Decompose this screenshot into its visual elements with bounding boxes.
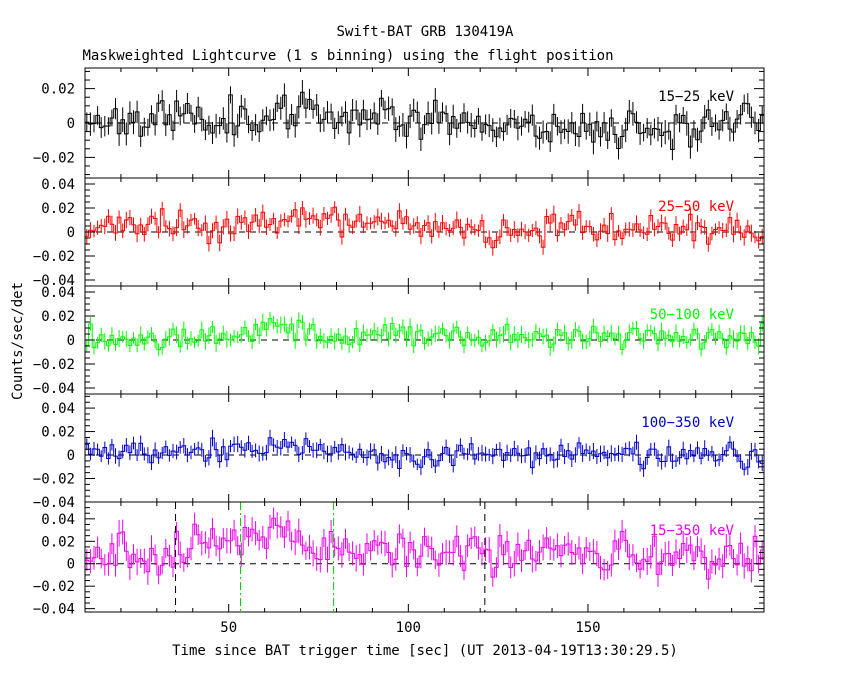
- energy-band-label: 50−100 keV: [650, 307, 735, 323]
- y-tick-label: −0.04: [33, 602, 75, 618]
- y-tick-label: 0.04: [41, 177, 75, 193]
- series-step-line: [85, 206, 764, 249]
- y-tick-label: 0: [67, 333, 75, 349]
- series-step-line: [85, 437, 764, 470]
- y-tick-label: 0.02: [41, 309, 75, 325]
- y-tick-label: 0.02: [41, 82, 75, 98]
- y-tick-label: 0.02: [41, 425, 75, 441]
- y-tick-label: 0: [67, 116, 75, 132]
- x-tick-label: 50: [220, 620, 237, 636]
- y-tick-label: −0.04: [33, 495, 75, 511]
- x-tick-label: 150: [575, 620, 600, 636]
- series-step-line: [85, 517, 764, 580]
- panel-frame: [84, 393, 765, 503]
- y-axis-label: Counts/sec/det: [10, 282, 26, 400]
- error-bars: [86, 507, 763, 590]
- y-tick-label: −0.02: [33, 357, 75, 373]
- y-tick-label: 0.04: [41, 401, 75, 417]
- panels-group: −0.02 0 0.02 15−25 keV −0.04 −0.02 0 0.02 0.04 25…: [33, 67, 765, 636]
- y-tick-label: 0: [67, 225, 75, 241]
- y-tick-label: 0.04: [41, 512, 75, 528]
- y-tick-label: −0.02: [33, 472, 75, 488]
- chart-title: Swift-BAT GRB 130419A: [336, 24, 514, 40]
- energy-band-label: 15−350 keV: [650, 523, 735, 539]
- panel-100-350-kev: −0.04 −0.02 0 0.02 0.04 100−350 keV: [33, 393, 765, 511]
- y-tick-label: −0.02: [33, 249, 75, 265]
- panel-15-350-kev: −0.04 −0.02 0 0.02 0.04 15−350 keV: [33, 501, 765, 618]
- y-tick-label: 0.02: [41, 534, 75, 550]
- y-tick-label: −0.02: [33, 579, 75, 595]
- error-bars: [86, 429, 763, 477]
- y-tick-label: −0.02: [33, 150, 75, 166]
- series-step-line: [85, 91, 764, 150]
- panel-15-25-kev: −0.02 0 0.02 15−25 keV: [33, 67, 765, 179]
- panel-25-50-kev: −0.04 −0.02 0 0.02 0.04 25−50 keV: [33, 177, 765, 289]
- panel-frame: [84, 501, 765, 613]
- energy-band-label: 15−25 keV: [658, 89, 734, 105]
- series-step-line: [85, 318, 764, 351]
- x-axis-label: Time since BAT trigger time [sec] (UT 20…: [172, 643, 678, 659]
- chart-subtitle: Maskweighted Lightcurve (1 s binning) us…: [82, 48, 613, 64]
- y-tick-label: −0.04: [33, 381, 75, 397]
- energy-band-label: 100−350 keV: [641, 415, 734, 431]
- x-tick-label: 100: [396, 620, 421, 636]
- y-tick-label: 0: [67, 448, 75, 464]
- y-tick-label: 0: [67, 557, 75, 573]
- panel-50-100-kev: −0.04 −0.02 0 0.02 0.04 50−100 keV: [33, 285, 765, 397]
- error-bars: [86, 201, 763, 256]
- y-tick-label: 0.02: [41, 201, 75, 217]
- y-tick-label: −0.04: [33, 273, 75, 289]
- energy-band-label: 25−50 keV: [658, 199, 734, 215]
- y-tick-label: 0.04: [41, 285, 75, 301]
